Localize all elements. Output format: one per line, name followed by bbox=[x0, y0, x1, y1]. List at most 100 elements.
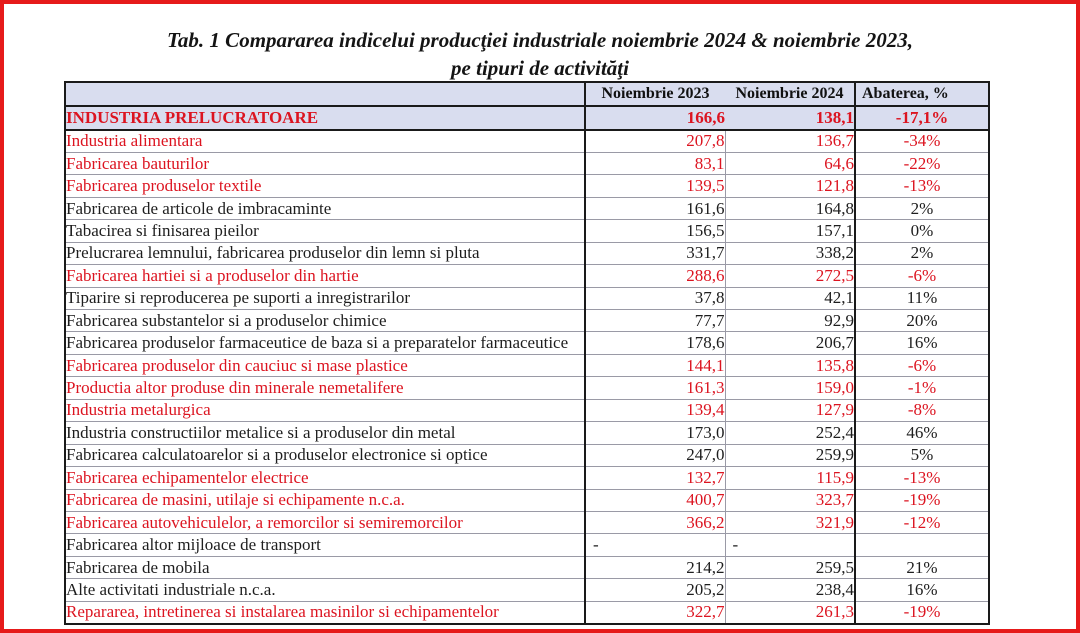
table-row: Industria constructiilor metalice si a p… bbox=[65, 421, 989, 445]
activity-name: Tabacirea si finisarea pieilor bbox=[65, 219, 585, 243]
production-index-table: Noiembrie 2023 Noiembrie 2024 Abaterea, … bbox=[64, 81, 990, 625]
value-noiembrie-2023: 400,7 bbox=[584, 488, 725, 512]
value-noiembrie-2023: 331,7 bbox=[584, 241, 725, 265]
value-noiembrie-2024: 261,3 bbox=[724, 600, 855, 624]
table-title: Tab. 1 Compararea indicelui producţiei i… bbox=[4, 26, 1076, 82]
value-noiembrie-2023: 83,1 bbox=[584, 151, 725, 175]
deviation-value: 2% bbox=[854, 241, 989, 265]
table-title-line2: pe tipuri de activităţi bbox=[451, 56, 629, 80]
header-row: Noiembrie 2023 Noiembrie 2024 Abaterea, … bbox=[65, 82, 989, 107]
deviation-value: -34% bbox=[854, 129, 989, 153]
value-noiembrie-2023: 322,7 bbox=[584, 600, 725, 624]
table-row: Fabricarea echipamentelor electrice 132,… bbox=[65, 466, 989, 489]
value-noiembrie-2024: 164,8 bbox=[724, 196, 855, 220]
value-noiembrie-2024: 272,5 bbox=[724, 264, 855, 288]
table-row: Fabricarea de masini, utilaje si echipam… bbox=[65, 488, 989, 512]
col-header-abaterea: Abaterea, % bbox=[854, 82, 989, 107]
deviation-value: 16% bbox=[854, 331, 989, 355]
value-noiembrie-2023: 161,6 bbox=[584, 196, 725, 220]
activity-name: Repararea, intretinerea si instalarea ma… bbox=[65, 600, 585, 624]
activity-name: Tiparire si reproducerea pe suporti a in… bbox=[65, 286, 585, 310]
total-deviation: -17,1% bbox=[854, 106, 989, 131]
value-noiembrie-2023: 214,2 bbox=[584, 555, 725, 579]
value-noiembrie-2023: 77,7 bbox=[584, 308, 725, 332]
table-row: Fabricarea de articole de imbracaminte 1… bbox=[65, 196, 989, 220]
activity-name: Fabricarea substantelor si a produselor … bbox=[65, 308, 585, 332]
deviation-value bbox=[854, 533, 989, 557]
value-noiembrie-2024: 206,7 bbox=[724, 331, 855, 355]
value-noiembrie-2023: 156,5 bbox=[584, 219, 725, 243]
value-noiembrie-2024: - bbox=[724, 533, 855, 557]
value-noiembrie-2024: 121,8 bbox=[724, 174, 855, 198]
total-row-name: INDUSTRIA PRELUCRATOARE bbox=[65, 106, 585, 131]
table-row: Productia altor produse din minerale nem… bbox=[65, 376, 989, 400]
activity-name: Fabricarea echipamentelor electrice bbox=[65, 466, 585, 489]
value-noiembrie-2023: 247,0 bbox=[584, 443, 725, 467]
deviation-value: -13% bbox=[854, 174, 989, 198]
col-header-activity bbox=[65, 82, 585, 107]
value-noiembrie-2024: 135,8 bbox=[724, 353, 855, 377]
value-noiembrie-2024: 157,1 bbox=[724, 219, 855, 243]
deviation-value: -13% bbox=[854, 466, 989, 489]
activity-name: Fabricarea produselor textile bbox=[65, 174, 585, 198]
deviation-value: -6% bbox=[854, 353, 989, 377]
activity-name: Productia altor produse din minerale nem… bbox=[65, 376, 585, 400]
col-header-noiembrie-2024: Noiembrie 2024 bbox=[725, 82, 855, 107]
activity-name: Prelucrarea lemnului, fabricarea produse… bbox=[65, 241, 585, 265]
value-noiembrie-2024: 321,9 bbox=[724, 510, 855, 534]
deviation-value: -6% bbox=[854, 264, 989, 288]
value-noiembrie-2023: 207,8 bbox=[584, 129, 725, 153]
deviation-value: 20% bbox=[854, 308, 989, 332]
value-noiembrie-2023: 366,2 bbox=[584, 510, 725, 534]
table-row: Fabricarea calculatoarelor si a produsel… bbox=[65, 443, 989, 467]
value-noiembrie-2023: 173,0 bbox=[584, 421, 725, 445]
deviation-value: 21% bbox=[854, 555, 989, 579]
value-noiembrie-2024: 42,1 bbox=[724, 286, 855, 310]
activity-name: Fabricarea produselor farmaceutice de ba… bbox=[65, 331, 585, 355]
table-row: Fabricarea bauturilor 83,1 64,6 -22% bbox=[65, 151, 989, 175]
deviation-value: -1% bbox=[854, 376, 989, 400]
value-noiembrie-2023: 178,6 bbox=[584, 331, 725, 355]
deviation-value: 46% bbox=[854, 421, 989, 445]
total-value-2024: 138,1 bbox=[725, 106, 855, 131]
value-noiembrie-2024: 323,7 bbox=[724, 488, 855, 512]
table-row: Fabricarea de mobila 214,2 259,5 21% bbox=[65, 555, 989, 579]
activity-name: Fabricarea calculatoarelor si a produsel… bbox=[65, 443, 585, 467]
activity-name: Fabricarea de masini, utilaje si echipam… bbox=[65, 488, 585, 512]
value-noiembrie-2024: 64,6 bbox=[724, 151, 855, 175]
total-value-2023: 166,6 bbox=[584, 106, 725, 131]
value-noiembrie-2024: 338,2 bbox=[724, 241, 855, 265]
value-noiembrie-2024: 259,5 bbox=[724, 555, 855, 579]
total-row: INDUSTRIA PRELUCRATOARE 166,6 138,1 -17,… bbox=[65, 106, 989, 131]
table-row: Prelucrarea lemnului, fabricarea produse… bbox=[65, 241, 989, 265]
table-row: Repararea, intretinerea si instalarea ma… bbox=[65, 600, 989, 624]
deviation-value: 2% bbox=[854, 196, 989, 220]
deviation-value: -22% bbox=[854, 151, 989, 175]
table-row: Industria alimentara 207,8 136,7 -34% bbox=[65, 129, 989, 153]
activity-name: Fabricarea produselor din cauciuc si mas… bbox=[65, 353, 585, 377]
table-row: Fabricarea altor mijloace de transport -… bbox=[65, 533, 989, 557]
value-noiembrie-2024: 115,9 bbox=[724, 466, 855, 489]
deviation-value: 16% bbox=[854, 578, 989, 602]
deviation-value: -19% bbox=[854, 600, 989, 624]
activity-name: Industria alimentara bbox=[65, 129, 585, 153]
activity-name: Fabricarea altor mijloace de transport bbox=[65, 533, 585, 557]
table-row: Fabricarea produselor din cauciuc si mas… bbox=[65, 353, 989, 377]
table-row: Alte activitati industriale n.c.a. 205,2… bbox=[65, 578, 989, 602]
value-noiembrie-2024: 252,4 bbox=[724, 421, 855, 445]
value-noiembrie-2023: - bbox=[584, 533, 725, 557]
value-noiembrie-2023: 139,4 bbox=[584, 398, 725, 422]
table-row: Fabricarea substantelor si a produselor … bbox=[65, 308, 989, 332]
activity-name: Alte activitati industriale n.c.a. bbox=[65, 578, 585, 602]
value-noiembrie-2023: 132,7 bbox=[584, 466, 725, 489]
value-noiembrie-2023: 37,8 bbox=[584, 286, 725, 310]
value-noiembrie-2024: 238,4 bbox=[724, 578, 855, 602]
table-row: Tiparire si reproducerea pe suporti a in… bbox=[65, 286, 989, 310]
deviation-value: -19% bbox=[854, 488, 989, 512]
table-row: Fabricarea produselor farmaceutice de ba… bbox=[65, 331, 989, 355]
deviation-value: 5% bbox=[854, 443, 989, 467]
table-row: Fabricarea autovehiculelor, a remorcilor… bbox=[65, 510, 989, 534]
activity-name: Fabricarea hartiei si a produselor din h… bbox=[65, 264, 585, 288]
report-page: Tab. 1 Compararea indicelui producţiei i… bbox=[4, 4, 1076, 629]
activity-name: Industria constructiilor metalice si a p… bbox=[65, 421, 585, 445]
